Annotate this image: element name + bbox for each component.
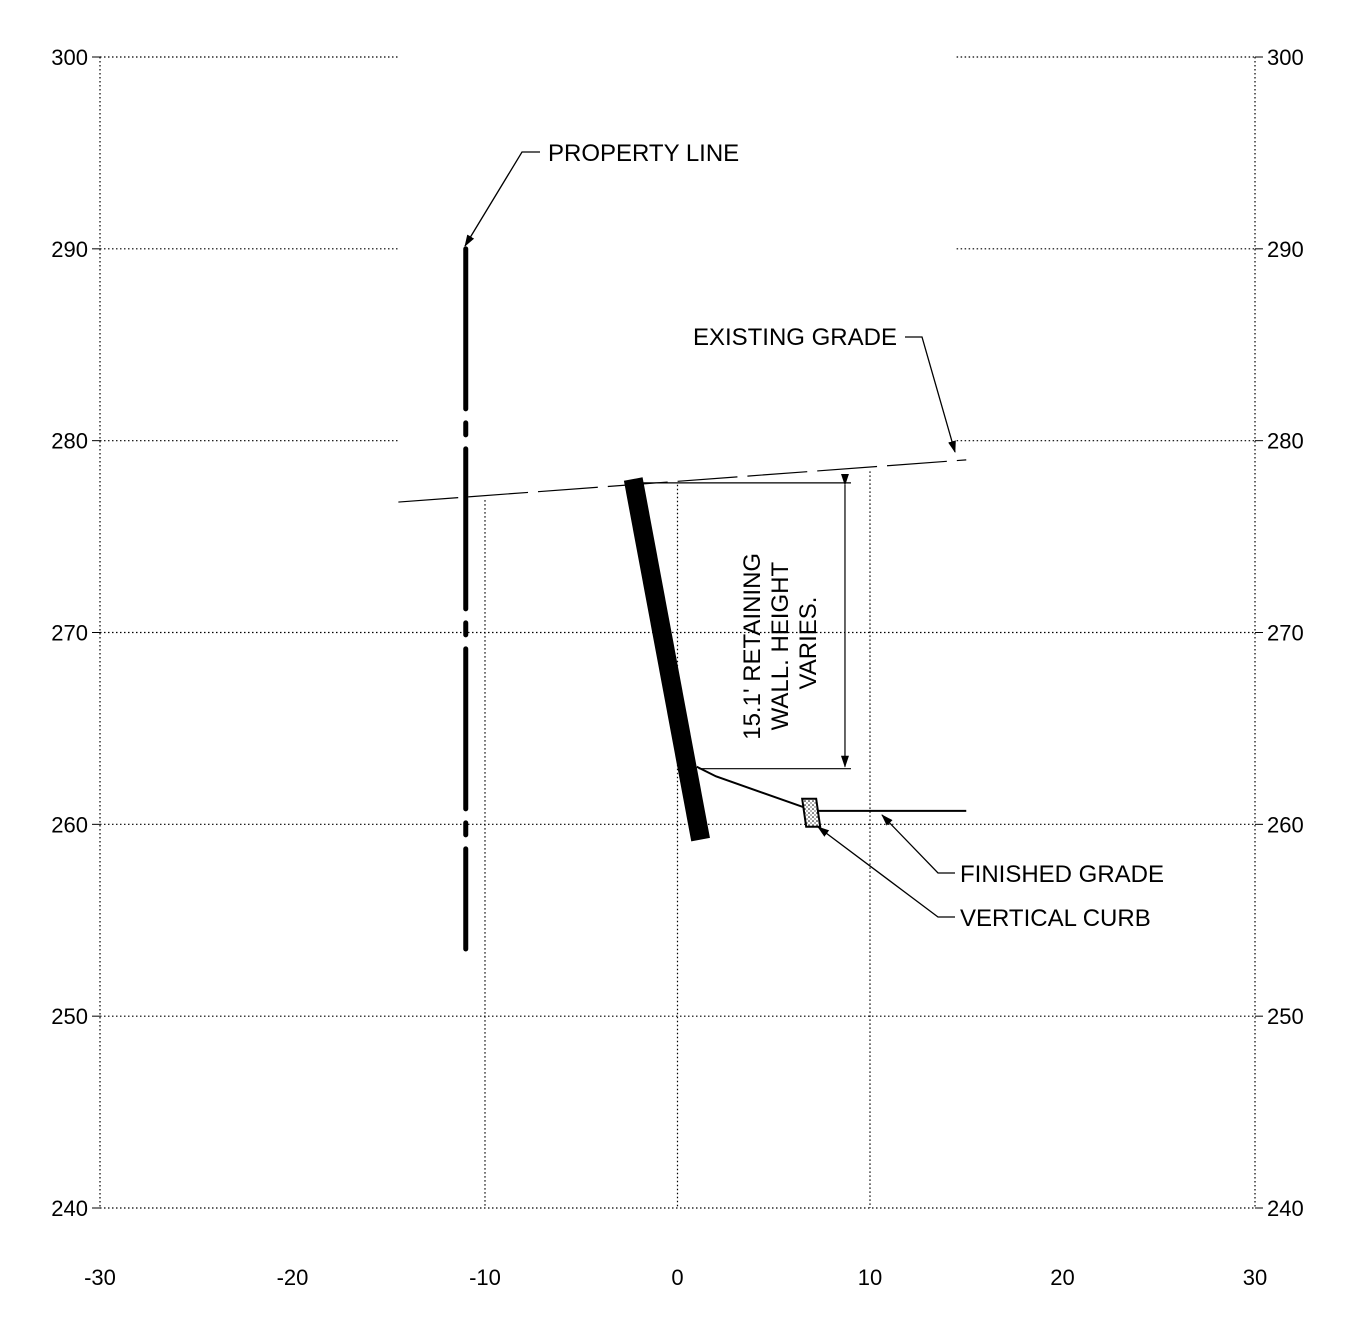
existing-grade-leader (905, 336, 956, 453)
property-line-leader (464, 151, 540, 247)
finished-grade-leader (881, 814, 955, 874)
y-tick-label-left: 300 (51, 45, 88, 70)
y-tick-label-right: 250 (1267, 1004, 1304, 1029)
finished-grade-line (696, 765, 967, 812)
x-tick-label: 0 (671, 1265, 683, 1290)
retaining-wall (623, 477, 710, 842)
y-tick-label-right: 280 (1267, 429, 1304, 454)
vertical-curb-leader (817, 826, 955, 918)
grid (99, 56, 1256, 1209)
x-tick-label: -30 (84, 1265, 116, 1290)
wall-height-label: 15.1' RETAINING WALL. HEIGHT VARIES. (739, 546, 822, 740)
property-line-label: PROPERTY LINE (548, 140, 739, 167)
wall-height-line-2: WALL. HEIGHT (767, 562, 794, 731)
x-tick-label: 30 (1243, 1265, 1267, 1290)
existing-grade-label: EXISTING GRADE (693, 324, 897, 351)
vertical-curb-label: VERTICAL CURB (960, 905, 1151, 932)
y-tick-label-right: 270 (1267, 621, 1304, 646)
y-tick-label-left: 290 (51, 237, 88, 262)
wall-height-line-1: 15.1' RETAINING (739, 553, 766, 740)
x-tick-label: -10 (469, 1265, 501, 1290)
x-tick-label: -20 (277, 1265, 309, 1290)
vertical-curb (801, 797, 822, 828)
wall-height-line-3: VARIES. (795, 597, 822, 690)
y-tick-label-left: 240 (51, 1196, 88, 1221)
finished-grade-label: FINISHED GRADE (960, 861, 1164, 888)
y-tick-label-right: 240 (1267, 1196, 1304, 1221)
y-tick-label-right: 290 (1267, 237, 1304, 262)
existing-grade-line (398, 459, 967, 503)
y-tick-label-left: 250 (51, 1004, 88, 1029)
svg-text:15.1' RETAINING WALL. HE: 15.1' RETAINING WALL. HEIGHT VARIES. (739, 546, 822, 740)
y-tick-label-left: 280 (51, 429, 88, 454)
y-tick-label-left: 270 (51, 621, 88, 646)
y-tick-label-left: 260 (51, 812, 88, 837)
y-tick-label-right: 260 (1267, 812, 1304, 837)
y-tick-label-right: 300 (1267, 45, 1304, 70)
section-drawing (398, 151, 967, 952)
x-tick-label: 20 (1050, 1265, 1074, 1290)
x-tick-label: 10 (858, 1265, 882, 1290)
